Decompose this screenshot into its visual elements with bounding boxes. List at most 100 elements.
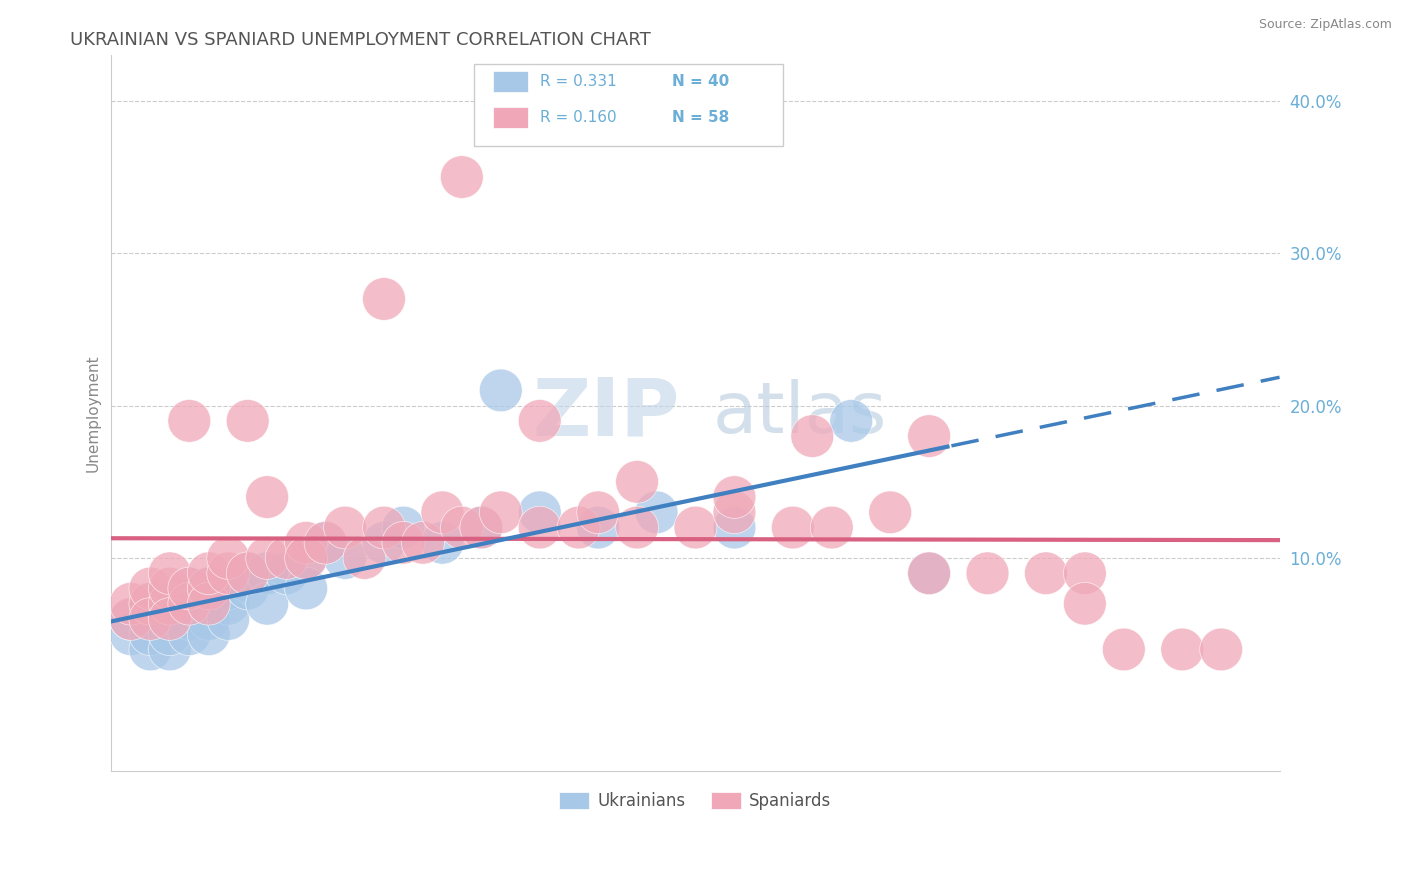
Ellipse shape	[966, 552, 1010, 595]
Ellipse shape	[167, 567, 211, 610]
Ellipse shape	[440, 507, 484, 549]
Ellipse shape	[129, 628, 172, 671]
Ellipse shape	[187, 613, 231, 656]
Ellipse shape	[110, 598, 152, 640]
Ellipse shape	[226, 552, 269, 595]
Ellipse shape	[129, 582, 172, 625]
Ellipse shape	[460, 507, 503, 549]
Ellipse shape	[323, 537, 367, 580]
Ellipse shape	[246, 582, 288, 625]
Ellipse shape	[284, 567, 328, 610]
Ellipse shape	[519, 400, 561, 442]
Ellipse shape	[792, 415, 834, 458]
Ellipse shape	[519, 507, 561, 549]
Ellipse shape	[187, 552, 231, 595]
Ellipse shape	[226, 400, 269, 442]
Ellipse shape	[149, 613, 191, 656]
Ellipse shape	[810, 507, 853, 549]
Ellipse shape	[226, 552, 269, 595]
Ellipse shape	[713, 507, 756, 549]
Ellipse shape	[1063, 552, 1107, 595]
Ellipse shape	[576, 491, 620, 533]
Ellipse shape	[343, 537, 385, 580]
Ellipse shape	[830, 400, 873, 442]
Ellipse shape	[636, 491, 678, 533]
FancyBboxPatch shape	[474, 63, 783, 146]
Ellipse shape	[167, 598, 211, 640]
Ellipse shape	[304, 522, 347, 564]
Ellipse shape	[363, 522, 405, 564]
Ellipse shape	[440, 156, 484, 198]
Ellipse shape	[284, 522, 328, 564]
Ellipse shape	[149, 598, 191, 640]
Ellipse shape	[266, 552, 308, 595]
Ellipse shape	[479, 491, 522, 533]
Text: R = 0.160: R = 0.160	[540, 110, 617, 125]
Ellipse shape	[420, 522, 464, 564]
Ellipse shape	[519, 491, 561, 533]
Ellipse shape	[284, 537, 328, 580]
Ellipse shape	[129, 613, 172, 656]
Ellipse shape	[149, 598, 191, 640]
Ellipse shape	[908, 552, 950, 595]
Text: R = 0.331: R = 0.331	[540, 74, 617, 89]
Ellipse shape	[363, 507, 405, 549]
Ellipse shape	[1199, 628, 1243, 671]
Ellipse shape	[908, 415, 950, 458]
Ellipse shape	[187, 582, 231, 625]
Ellipse shape	[110, 582, 152, 625]
Ellipse shape	[713, 491, 756, 533]
Text: ZIP: ZIP	[531, 375, 679, 452]
Text: N = 40: N = 40	[672, 74, 730, 89]
Ellipse shape	[149, 582, 191, 625]
Ellipse shape	[207, 598, 250, 640]
Ellipse shape	[479, 369, 522, 412]
Ellipse shape	[167, 400, 211, 442]
Ellipse shape	[149, 567, 191, 610]
Ellipse shape	[284, 537, 328, 580]
Ellipse shape	[149, 582, 191, 625]
Ellipse shape	[266, 537, 308, 580]
Ellipse shape	[363, 277, 405, 320]
Ellipse shape	[246, 552, 288, 595]
Ellipse shape	[616, 460, 658, 503]
Ellipse shape	[1102, 628, 1146, 671]
Ellipse shape	[673, 507, 717, 549]
Ellipse shape	[713, 475, 756, 518]
Ellipse shape	[110, 598, 152, 640]
Ellipse shape	[129, 598, 172, 640]
Ellipse shape	[207, 567, 250, 610]
Ellipse shape	[149, 552, 191, 595]
Ellipse shape	[557, 507, 600, 549]
Ellipse shape	[323, 507, 367, 549]
Ellipse shape	[616, 507, 658, 549]
Text: UKRAINIAN VS SPANIARD UNEMPLOYMENT CORRELATION CHART: UKRAINIAN VS SPANIARD UNEMPLOYMENT CORRE…	[70, 31, 651, 49]
Ellipse shape	[187, 582, 231, 625]
Text: Source: ZipAtlas.com: Source: ZipAtlas.com	[1258, 18, 1392, 31]
Ellipse shape	[129, 567, 172, 610]
Ellipse shape	[207, 537, 250, 580]
Text: atlas: atlas	[713, 379, 887, 448]
Ellipse shape	[420, 491, 464, 533]
Ellipse shape	[226, 567, 269, 610]
Ellipse shape	[869, 491, 911, 533]
Ellipse shape	[908, 552, 950, 595]
Ellipse shape	[382, 507, 425, 549]
Ellipse shape	[246, 537, 288, 580]
Ellipse shape	[246, 475, 288, 518]
Ellipse shape	[1063, 582, 1107, 625]
Ellipse shape	[149, 628, 191, 671]
Ellipse shape	[187, 598, 231, 640]
Ellipse shape	[167, 582, 211, 625]
Bar	[494, 107, 529, 128]
Ellipse shape	[207, 552, 250, 595]
Ellipse shape	[576, 507, 620, 549]
Ellipse shape	[1161, 628, 1204, 671]
Ellipse shape	[167, 613, 211, 656]
Y-axis label: Unemployment: Unemployment	[86, 354, 100, 472]
Ellipse shape	[402, 522, 444, 564]
Ellipse shape	[187, 567, 231, 610]
Ellipse shape	[110, 613, 152, 656]
Legend: Ukrainians, Spaniards: Ukrainians, Spaniards	[553, 785, 838, 817]
Ellipse shape	[460, 507, 503, 549]
